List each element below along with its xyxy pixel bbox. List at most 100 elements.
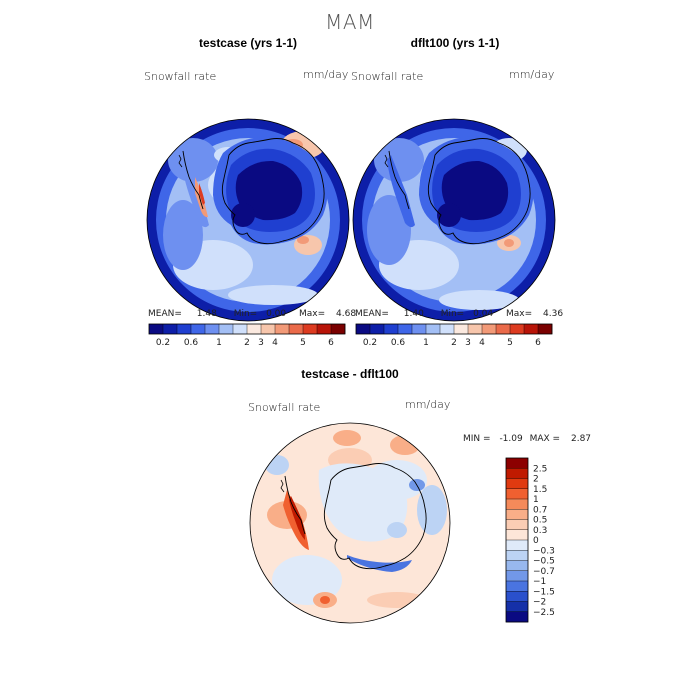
colorbar-tick-label: −2.5 <box>533 608 555 618</box>
colorbar-tick-label: 6 <box>328 338 334 348</box>
colorbar-tick-label: 0.2 <box>156 338 170 348</box>
colorbar-swatch <box>506 509 528 520</box>
colorbar-swatch <box>356 324 371 334</box>
colorbar-tick-label: 0 <box>533 536 539 546</box>
colorbar-tick-label: 1 <box>533 495 539 505</box>
panel-3-units: mm/day <box>405 398 451 411</box>
colorbar-swatch <box>538 324 553 334</box>
colorbar-swatch <box>219 324 234 334</box>
panel-1-min-value: 0.00 <box>266 309 287 319</box>
panel-1-title: testcase (yrs 1-1) <box>198 36 298 50</box>
panel-1-min-label: Min= <box>233 309 258 319</box>
panel-3-map <box>249 422 451 624</box>
panel-3-title: testcase - dflt100 <box>301 367 399 381</box>
colorbar-tick-label: 1 <box>423 338 429 348</box>
colorbar-tick-label: 2 <box>451 338 457 348</box>
panel-3-stats: MIN = -1.09 MAX = 2.87 <box>463 434 591 444</box>
colorbar-swatch <box>506 478 528 490</box>
panel-2-max-value: 4.36 <box>543 309 564 319</box>
colorbar-tick-label: 2.5 <box>533 464 547 474</box>
panel-1-units: mm/day <box>303 68 349 81</box>
panel-2-stats: MEAN= 1.40 Min= 0.04 Max= 4.36 <box>355 309 563 319</box>
colorbar-swatch <box>191 324 206 334</box>
panel-1-variable: Snowfall rate <box>144 70 217 83</box>
panel-1-stats: MEAN= 1.48 Min= 0.00 Max= 4.68 <box>148 309 356 319</box>
colorbar-swatch <box>506 458 528 469</box>
panel-2-mean-value: 1.40 <box>403 309 424 319</box>
colorbar-tick-label: 0.3 <box>533 526 547 536</box>
colorbar-swatch <box>510 324 525 334</box>
colorbar-tick-label: 2 <box>533 475 539 485</box>
panel-2-min-value: 0.04 <box>473 309 494 319</box>
colorbar-tick-label: −1.5 <box>533 587 555 597</box>
panel-1-mean-value: 1.48 <box>196 309 217 319</box>
panel-1-map <box>146 118 350 322</box>
figure-title: MAM <box>325 10 375 34</box>
colorbar-swatch <box>524 324 539 334</box>
colorbar-swatch <box>398 324 413 334</box>
colorbar-tick-label: 4 <box>272 338 278 348</box>
colorbar-tick-label: −0.3 <box>533 546 555 556</box>
colorbar-swatch <box>412 324 427 334</box>
colorbar-swatch <box>205 324 220 334</box>
colorbar-tick-label: 0.6 <box>391 338 406 348</box>
colorbar-swatch <box>233 324 248 334</box>
colorbar-swatch <box>506 468 528 479</box>
colorbar-tick-label: −1 <box>533 577 546 587</box>
colorbar-tick-label: −0.7 <box>533 567 555 577</box>
colorbar-swatch <box>370 324 385 334</box>
panel-2-units: mm/day <box>509 68 555 81</box>
colorbar-swatch <box>331 324 346 334</box>
colorbar-swatch <box>506 591 528 602</box>
colorbar-tick-label: 1 <box>216 338 222 348</box>
panel-2-variable: Snowfall rate <box>351 70 424 83</box>
colorbar-swatch <box>506 499 528 510</box>
colorbar-swatch <box>289 324 304 334</box>
colorbar-tick-label: −0.5 <box>533 557 555 567</box>
colorbar-swatch <box>468 324 483 334</box>
panel-2-mean-label: MEAN= <box>355 309 389 319</box>
panel-2-colorbar: 0.2 0.6 1 2 3 4 5 6 <box>355 323 553 348</box>
colorbar-swatch <box>506 529 528 541</box>
colorbar-swatch <box>149 324 164 334</box>
colorbar-swatch <box>247 324 262 334</box>
colorbar-swatch <box>275 324 290 334</box>
panel-3-min-value: -1.09 <box>499 434 523 444</box>
colorbar-tick-label: 5 <box>507 338 513 348</box>
colorbar-swatch <box>440 324 455 334</box>
colorbar-tick-label: 0.7 <box>533 505 547 515</box>
panel-1-mean-label: MEAN= <box>148 309 182 319</box>
colorbar-swatch <box>506 601 528 613</box>
colorbar-swatch <box>506 581 528 592</box>
colorbar-swatch <box>163 324 178 334</box>
panel-2-min-label: Min= <box>440 309 465 319</box>
colorbar-tick-label: 3 <box>465 338 471 348</box>
colorbar-tick-label: −2 <box>533 598 546 608</box>
colorbar-swatch <box>506 550 528 561</box>
colorbar-swatch <box>506 570 528 582</box>
colorbar-tick-label: 0.2 <box>363 338 377 348</box>
panel-2-max-label: Max= <box>506 309 533 319</box>
colorbar-swatch <box>506 488 528 500</box>
colorbar-tick-label: 0.6 <box>184 338 199 348</box>
colorbar-swatch <box>317 324 332 334</box>
colorbar-swatch <box>482 324 497 334</box>
coastline <box>323 463 427 570</box>
colorbar-tick-label: 4 <box>479 338 485 348</box>
colorbar-swatch <box>261 324 276 334</box>
coastline <box>427 138 531 245</box>
colorbar-tick-label: 3 <box>258 338 264 348</box>
coastline <box>221 138 325 245</box>
colorbar-swatch <box>496 324 511 334</box>
colorbar-swatch <box>454 324 469 334</box>
colorbar-swatch <box>177 324 192 334</box>
colorbar-swatch <box>384 324 399 334</box>
colorbar-swatch <box>426 324 441 334</box>
colorbar-tick-label: 1.5 <box>533 485 547 495</box>
colorbar-tick-label: 2 <box>244 338 250 348</box>
panel-3-min-label: MIN = <box>463 434 491 444</box>
panel-2-title: dflt100 (yrs 1-1) <box>410 36 500 50</box>
colorbar-swatch <box>506 611 528 623</box>
colorbar-swatch <box>506 560 528 572</box>
panel-1-max-label: Max= <box>299 309 326 319</box>
